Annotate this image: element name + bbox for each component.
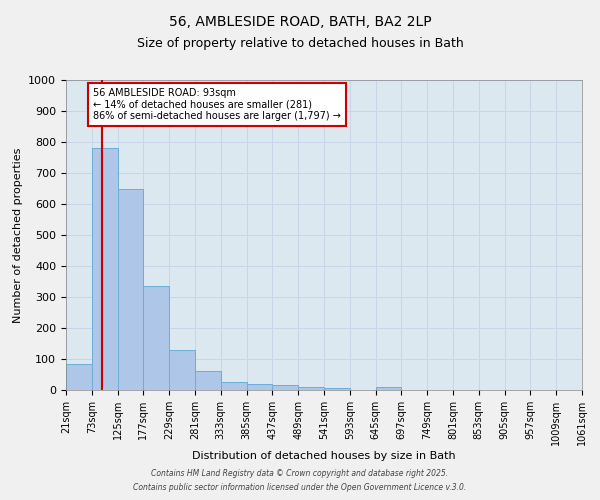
Bar (66, 364, 92, 390)
Bar (376, 387, 401, 390)
Text: Contains public sector information licensed under the Open Government Licence v.: Contains public sector information licen… (133, 484, 467, 492)
Bar (298, 387, 324, 390)
Text: 56, AMBLESIDE ROAD, BATH, BA2 2LP: 56, AMBLESIDE ROAD, BATH, BA2 2LP (169, 15, 431, 29)
Bar (118, 188, 143, 390)
X-axis label: Distribution of detached houses by size in Bath: Distribution of detached houses by size … (192, 450, 456, 460)
Y-axis label: Number of detached properties: Number of detached properties (13, 148, 23, 322)
Bar (324, 388, 350, 390)
Bar (169, 350, 195, 390)
Bar (272, 384, 298, 390)
Text: Size of property relative to detached houses in Bath: Size of property relative to detached ho… (137, 38, 463, 51)
Text: Contains HM Land Registry data © Crown copyright and database right 2025.: Contains HM Land Registry data © Crown c… (151, 468, 449, 477)
Bar (247, 384, 272, 390)
Bar (143, 286, 169, 390)
Bar (195, 372, 221, 390)
Bar (221, 382, 247, 390)
Text: 56 AMBLESIDE ROAD: 93sqm
← 14% of detached houses are smaller (281)
86% of semi-: 56 AMBLESIDE ROAD: 93sqm ← 14% of detach… (93, 88, 341, 121)
Bar (92, 148, 118, 390)
